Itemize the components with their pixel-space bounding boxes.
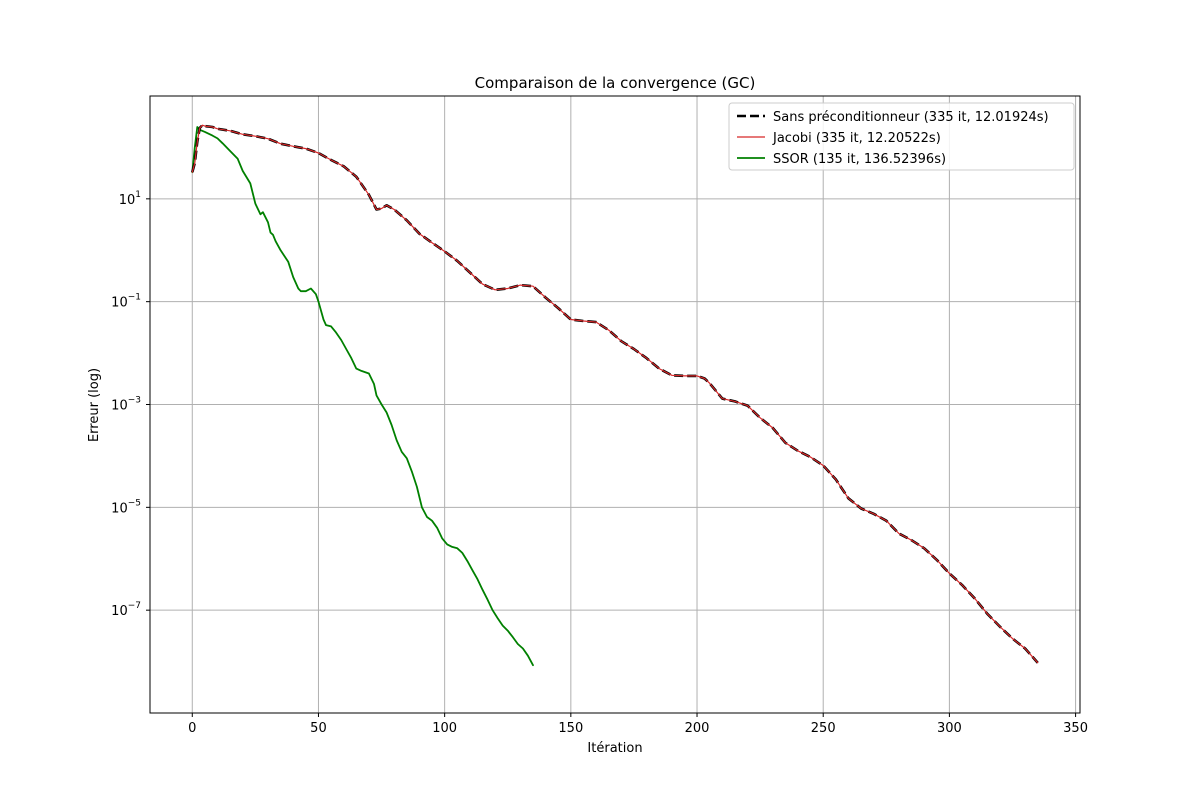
y-tick-label: 10−3 [111,396,141,414]
x-tick-label: 50 [310,721,327,736]
x-tick-label: 200 [685,721,710,736]
legend-label-1: Jacobi (335 it, 12.20522s) [772,131,941,146]
legend-label-2: SSOR (135 it, 136.52396s) [773,152,946,167]
legend-label-0: Sans préconditionneur (335 it, 12.01924s… [773,110,1049,125]
legend-box [728,102,1075,171]
y-tick-label: 10−7 [111,601,141,619]
plot-lines [191,123,1039,667]
x-tick-label: 100 [432,721,457,736]
x-axis-label: Itération [587,741,642,756]
grid [150,96,1080,713]
y-tick-label: 10−1 [111,293,141,311]
x-tick-label: 250 [811,721,836,736]
y-axis-label: Erreur (log) [87,368,102,442]
y-axis-ticks: 10−7 10−5 10−3 10−1 101 [111,190,150,619]
series-line-1 [191,124,1039,664]
x-tick-label: 0 [188,721,196,736]
y-tick-label: 101 [119,190,141,208]
x-tick-label: 150 [558,721,583,736]
series-line-2 [191,126,534,667]
x-tick-label: 300 [937,721,962,736]
chart-title: Comparaison de la convergence (GC) [475,74,756,92]
legend: Sans préconditionneur (335 it, 12.01924s… [728,102,1075,171]
x-tick-label: 350 [1063,721,1088,736]
x-axis-ticks: 0 50 100 150 200 250 300 350 [188,713,1088,736]
y-tick-label: 10−5 [111,498,141,516]
